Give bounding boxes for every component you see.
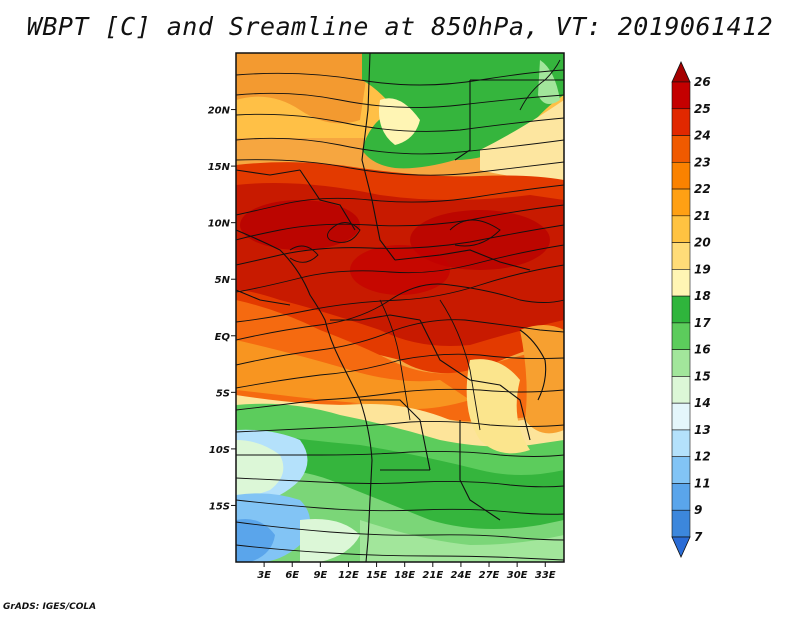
chart-title: WBPT [C] and Sreamline at 850hPa, VT: 20…	[26, 12, 774, 41]
colorbar-swatch	[671, 242, 691, 270]
colorbar-label: 18	[694, 289, 711, 303]
lon-tick-label: 30E	[507, 570, 528, 581]
colorbar-swatch	[671, 349, 691, 377]
colorbar-swatch	[671, 509, 691, 538]
colorbar-label: 11	[694, 476, 711, 490]
colorbar-swatch	[671, 429, 691, 458]
lat-tick-label: 10S	[209, 445, 230, 456]
lon-tick-label: 24E	[451, 570, 472, 581]
colorbar-label: 19	[694, 262, 711, 276]
longitude-axis: 3E 6E 9E 12E 15E 18E 21E 24E 27E 30E 33E	[257, 562, 556, 581]
colorbar-label: 20	[694, 236, 711, 250]
colorbar-label: 12	[694, 450, 711, 464]
colorbar-label: 21	[694, 209, 711, 223]
lon-tick-label: 21E	[422, 570, 443, 581]
colorbar-label: 14	[694, 396, 711, 410]
lon-tick-label: 15E	[366, 570, 387, 581]
lat-tick-label: EQ	[215, 332, 231, 343]
colorbar-swatch	[671, 81, 691, 110]
lat-tick-label: 15N	[208, 162, 231, 173]
colorbar-label: 25	[694, 102, 711, 116]
colorbar-swatch	[671, 456, 691, 484]
lon-tick-label: 18E	[394, 570, 415, 581]
lat-tick-label: 10N	[208, 219, 231, 230]
lon-tick-label: 9E	[313, 570, 327, 581]
colorbar: 26 25 24 23 22 21 20 19 18 17 16 15 14 13 12 11 9 7	[671, 61, 711, 558]
colorbar-label: 26	[694, 75, 711, 89]
streamlines	[236, 59, 564, 561]
colorbar-label: 15	[694, 369, 711, 383]
lon-tick-label: 12E	[338, 570, 359, 581]
colorbar-top-arrow	[671, 61, 691, 83]
colorbar-bottom-arrow	[671, 536, 691, 558]
lat-tick-label: 20N	[208, 106, 231, 117]
credit-text: GrADS: IGES/COLA	[3, 602, 97, 612]
lat-tick-label: 15S	[209, 501, 230, 512]
colorbar-swatch	[671, 215, 691, 243]
colorbar-swatch	[671, 295, 691, 324]
colorbar-swatch	[671, 135, 691, 163]
colorbar-swatch	[671, 161, 691, 190]
colorbar-swatch	[671, 402, 691, 431]
colorbar-swatch	[671, 108, 691, 136]
colorbar-swatch	[671, 483, 691, 511]
colorbar-label: 13	[694, 423, 711, 437]
latitude-axis: 20N 15N 10N 5N EQ 5S 10S 15S	[208, 106, 236, 512]
colorbar-swatch	[671, 322, 691, 350]
colorbar-label: 7	[694, 530, 703, 544]
colorbar-label: 22	[694, 182, 711, 196]
colorbar-label: 16	[694, 343, 711, 357]
lon-tick-label: 3E	[257, 570, 271, 581]
lon-tick-label: 33E	[535, 570, 556, 581]
colorbar-swatch	[671, 269, 691, 297]
borders	[236, 53, 564, 562]
lat-tick-label: 5N	[215, 275, 231, 286]
lon-tick-label: 27E	[479, 570, 500, 581]
colorbar-label: 24	[694, 129, 711, 143]
lon-tick-label: 6E	[285, 570, 299, 581]
wbpt-shading	[236, 53, 564, 562]
colorbar-swatch	[671, 376, 691, 404]
colorbar-label: 17	[694, 316, 711, 330]
colorbar-swatch	[671, 188, 691, 217]
colorbar-label: 9	[694, 503, 702, 517]
colorbar-label: 23	[694, 155, 711, 169]
lat-tick-label: 5S	[216, 388, 230, 399]
map-frame	[235, 52, 565, 563]
